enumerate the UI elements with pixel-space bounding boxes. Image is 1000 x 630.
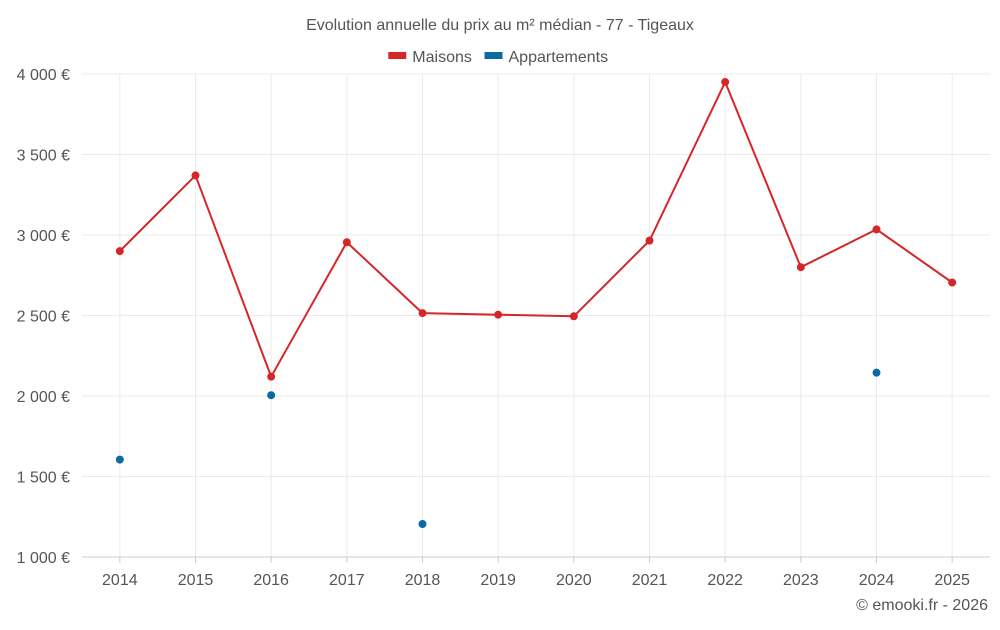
legend: Maisons Appartements [388,49,608,66]
y-tick-label: 3 000 € [17,228,70,245]
data-point[interactable] [721,78,730,87]
data-point[interactable] [872,368,881,377]
data-point[interactable] [494,310,503,319]
legend-swatch [388,52,407,59]
data-point[interactable] [569,312,578,321]
data-point[interactable] [948,278,957,287]
x-tick-label: 2023 [783,572,819,589]
x-tick-label: 2019 [480,572,516,589]
x-tick-label: 2020 [556,572,592,589]
y-tick-label: 4 000 € [17,67,70,84]
legend-item-appartements[interactable]: Appartements [484,49,609,66]
x-tick-label: 2017 [329,572,365,589]
data-point[interactable] [115,455,124,464]
y-tick-label: 1 500 € [17,470,70,487]
x-tick-label: 2018 [405,572,441,589]
legend-swatch [484,52,503,59]
data-point[interactable] [645,236,654,245]
x-tick-label: 2021 [632,572,668,589]
data-point[interactable] [796,263,805,272]
x-tick-label: 2025 [934,572,970,589]
data-point[interactable] [191,171,200,180]
x-tick-label: 2022 [707,572,743,589]
data-point[interactable] [267,391,276,400]
series [115,78,957,528]
legend-label: Appartements [509,49,609,66]
y-tick-label: 2 500 € [17,309,70,326]
series-appartements [115,368,881,528]
x-tick-label: 2016 [253,572,289,589]
x-tick-label: 2014 [102,572,138,589]
axes: 1 000 € 1 500 € 2 000 € 2 500 € 3 000 € 3 500… [17,67,990,589]
legend-item-maisons[interactable]: Maisons [388,49,472,66]
x-tick-label: 2015 [178,572,214,589]
data-point[interactable] [418,309,427,318]
data-point[interactable] [418,519,427,528]
series-maisons [115,78,957,381]
series-line [119,81,953,378]
y-tick-label: 2 000 € [17,389,70,406]
y-tick-label: 3 500 € [17,148,70,165]
data-point[interactable] [342,238,351,247]
data-point[interactable] [267,372,276,381]
footer-credit: © emooki.fr - 2026 [856,597,988,614]
chart-title: Evolution annuelle du prix au m² médian … [306,17,694,34]
data-point[interactable] [115,247,124,256]
data-point[interactable] [872,225,881,234]
x-tick-label: 2024 [859,572,895,589]
y-tick-label: 1 000 € [17,550,70,567]
legend-label: Maisons [412,49,472,66]
